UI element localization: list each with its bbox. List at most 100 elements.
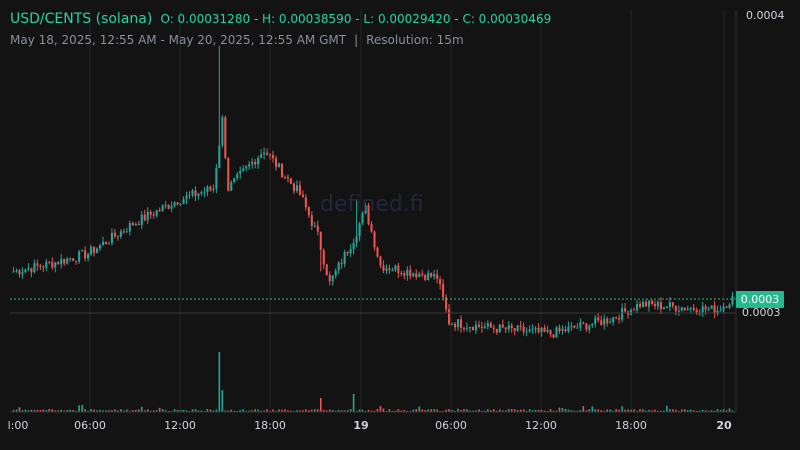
volume-bar [621, 406, 623, 412]
candle-body [355, 236, 358, 244]
volume-bar [675, 409, 677, 412]
volume-bar [597, 409, 600, 412]
volume-bar [284, 409, 286, 412]
volume-bar [325, 410, 328, 412]
candle-body [233, 178, 236, 183]
volume-bar [570, 410, 573, 412]
chart-subheader: May 18, 2025, 12:55 AM - May 20, 2025, 1… [10, 33, 464, 47]
candle-body [552, 334, 555, 338]
candle-body [680, 307, 683, 311]
candle-body [534, 327, 537, 330]
volume-bar [454, 410, 456, 412]
candle-body [257, 157, 260, 165]
volume-bar [140, 406, 143, 412]
volume-bar [397, 409, 400, 412]
volume-bar [206, 409, 209, 412]
ohlc-values: O: 0.00031280 - H: 0.00038590 - L: 0.000… [160, 12, 552, 26]
candle-body [149, 211, 152, 215]
candle-body [456, 319, 460, 328]
volume-bar [12, 409, 15, 412]
volume-bar [167, 410, 170, 412]
volume-bar [331, 409, 334, 412]
volume-bar [45, 410, 48, 412]
volume-bar [689, 409, 692, 412]
candle-body [69, 258, 72, 260]
candle-body [84, 250, 87, 259]
candle-body [436, 274, 439, 280]
volume-bar [651, 410, 653, 412]
candle-body [218, 145, 221, 168]
volume-bar [63, 410, 66, 412]
candle-body [194, 190, 197, 197]
candle-body [588, 325, 591, 330]
candle-body [376, 247, 379, 257]
volume-bar [537, 410, 540, 412]
volume-bar [501, 410, 504, 412]
volume-bar [117, 410, 119, 412]
candle-body [367, 205, 370, 225]
candle-body [707, 308, 710, 310]
volume-bar [314, 409, 316, 412]
candle-body [140, 214, 143, 226]
volume-bar [158, 407, 161, 412]
candle-body [182, 199, 185, 204]
volume-bar [260, 410, 262, 412]
volume-bar [197, 410, 200, 412]
candle-body [713, 305, 716, 314]
volume-bar [218, 352, 221, 412]
volume-bar [478, 409, 480, 412]
candle-body [236, 173, 239, 179]
time-axis-label: 12:00 [525, 419, 557, 432]
volume-bar [239, 410, 242, 412]
volume-bar [433, 409, 435, 412]
candle-body [209, 186, 212, 190]
candle-body [30, 268, 33, 273]
time-axis-label: 06:00 [74, 419, 106, 432]
candle-body [95, 248, 99, 253]
candle-body [462, 327, 466, 329]
volume-bar [60, 409, 63, 412]
candle-body [725, 306, 728, 308]
volume-bar [522, 409, 525, 412]
candle-body [263, 152, 266, 155]
volume-bar [654, 409, 656, 412]
volume-bar [525, 410, 528, 412]
volume-bar [108, 410, 110, 412]
volume-bar [439, 410, 441, 412]
candle-body [549, 330, 552, 335]
volume-bar [513, 409, 516, 412]
volume-bar [188, 410, 191, 412]
candle-body [656, 302, 659, 307]
volume-bar [161, 409, 164, 412]
candle-body [722, 306, 725, 311]
candle-body [427, 272, 430, 280]
volume-bar [603, 410, 606, 412]
volume-bar [290, 410, 292, 412]
volume-bar [328, 409, 331, 412]
candle-body [406, 269, 409, 276]
candle-body [343, 252, 346, 264]
candle-body [659, 302, 662, 310]
candle-body [179, 203, 182, 205]
volume-bar [606, 409, 609, 412]
volume-bar [72, 410, 74, 412]
candles [12, 45, 734, 339]
candle-body [36, 263, 39, 266]
candle-body [340, 262, 343, 264]
candle-body [45, 261, 48, 268]
candle-body [173, 202, 176, 207]
volume-bar [230, 409, 233, 412]
volume-bar [18, 407, 21, 412]
candle-body [397, 265, 400, 274]
candle-body [644, 301, 648, 307]
volume-bar [683, 409, 686, 412]
volume-bar [612, 410, 614, 412]
candle-body [346, 252, 349, 254]
volume-bar [463, 409, 465, 412]
volume-bar [716, 409, 719, 412]
volume-bar [615, 409, 617, 412]
volume-bar [182, 409, 185, 412]
volume-bar [346, 410, 349, 412]
candle-body [152, 214, 155, 216]
